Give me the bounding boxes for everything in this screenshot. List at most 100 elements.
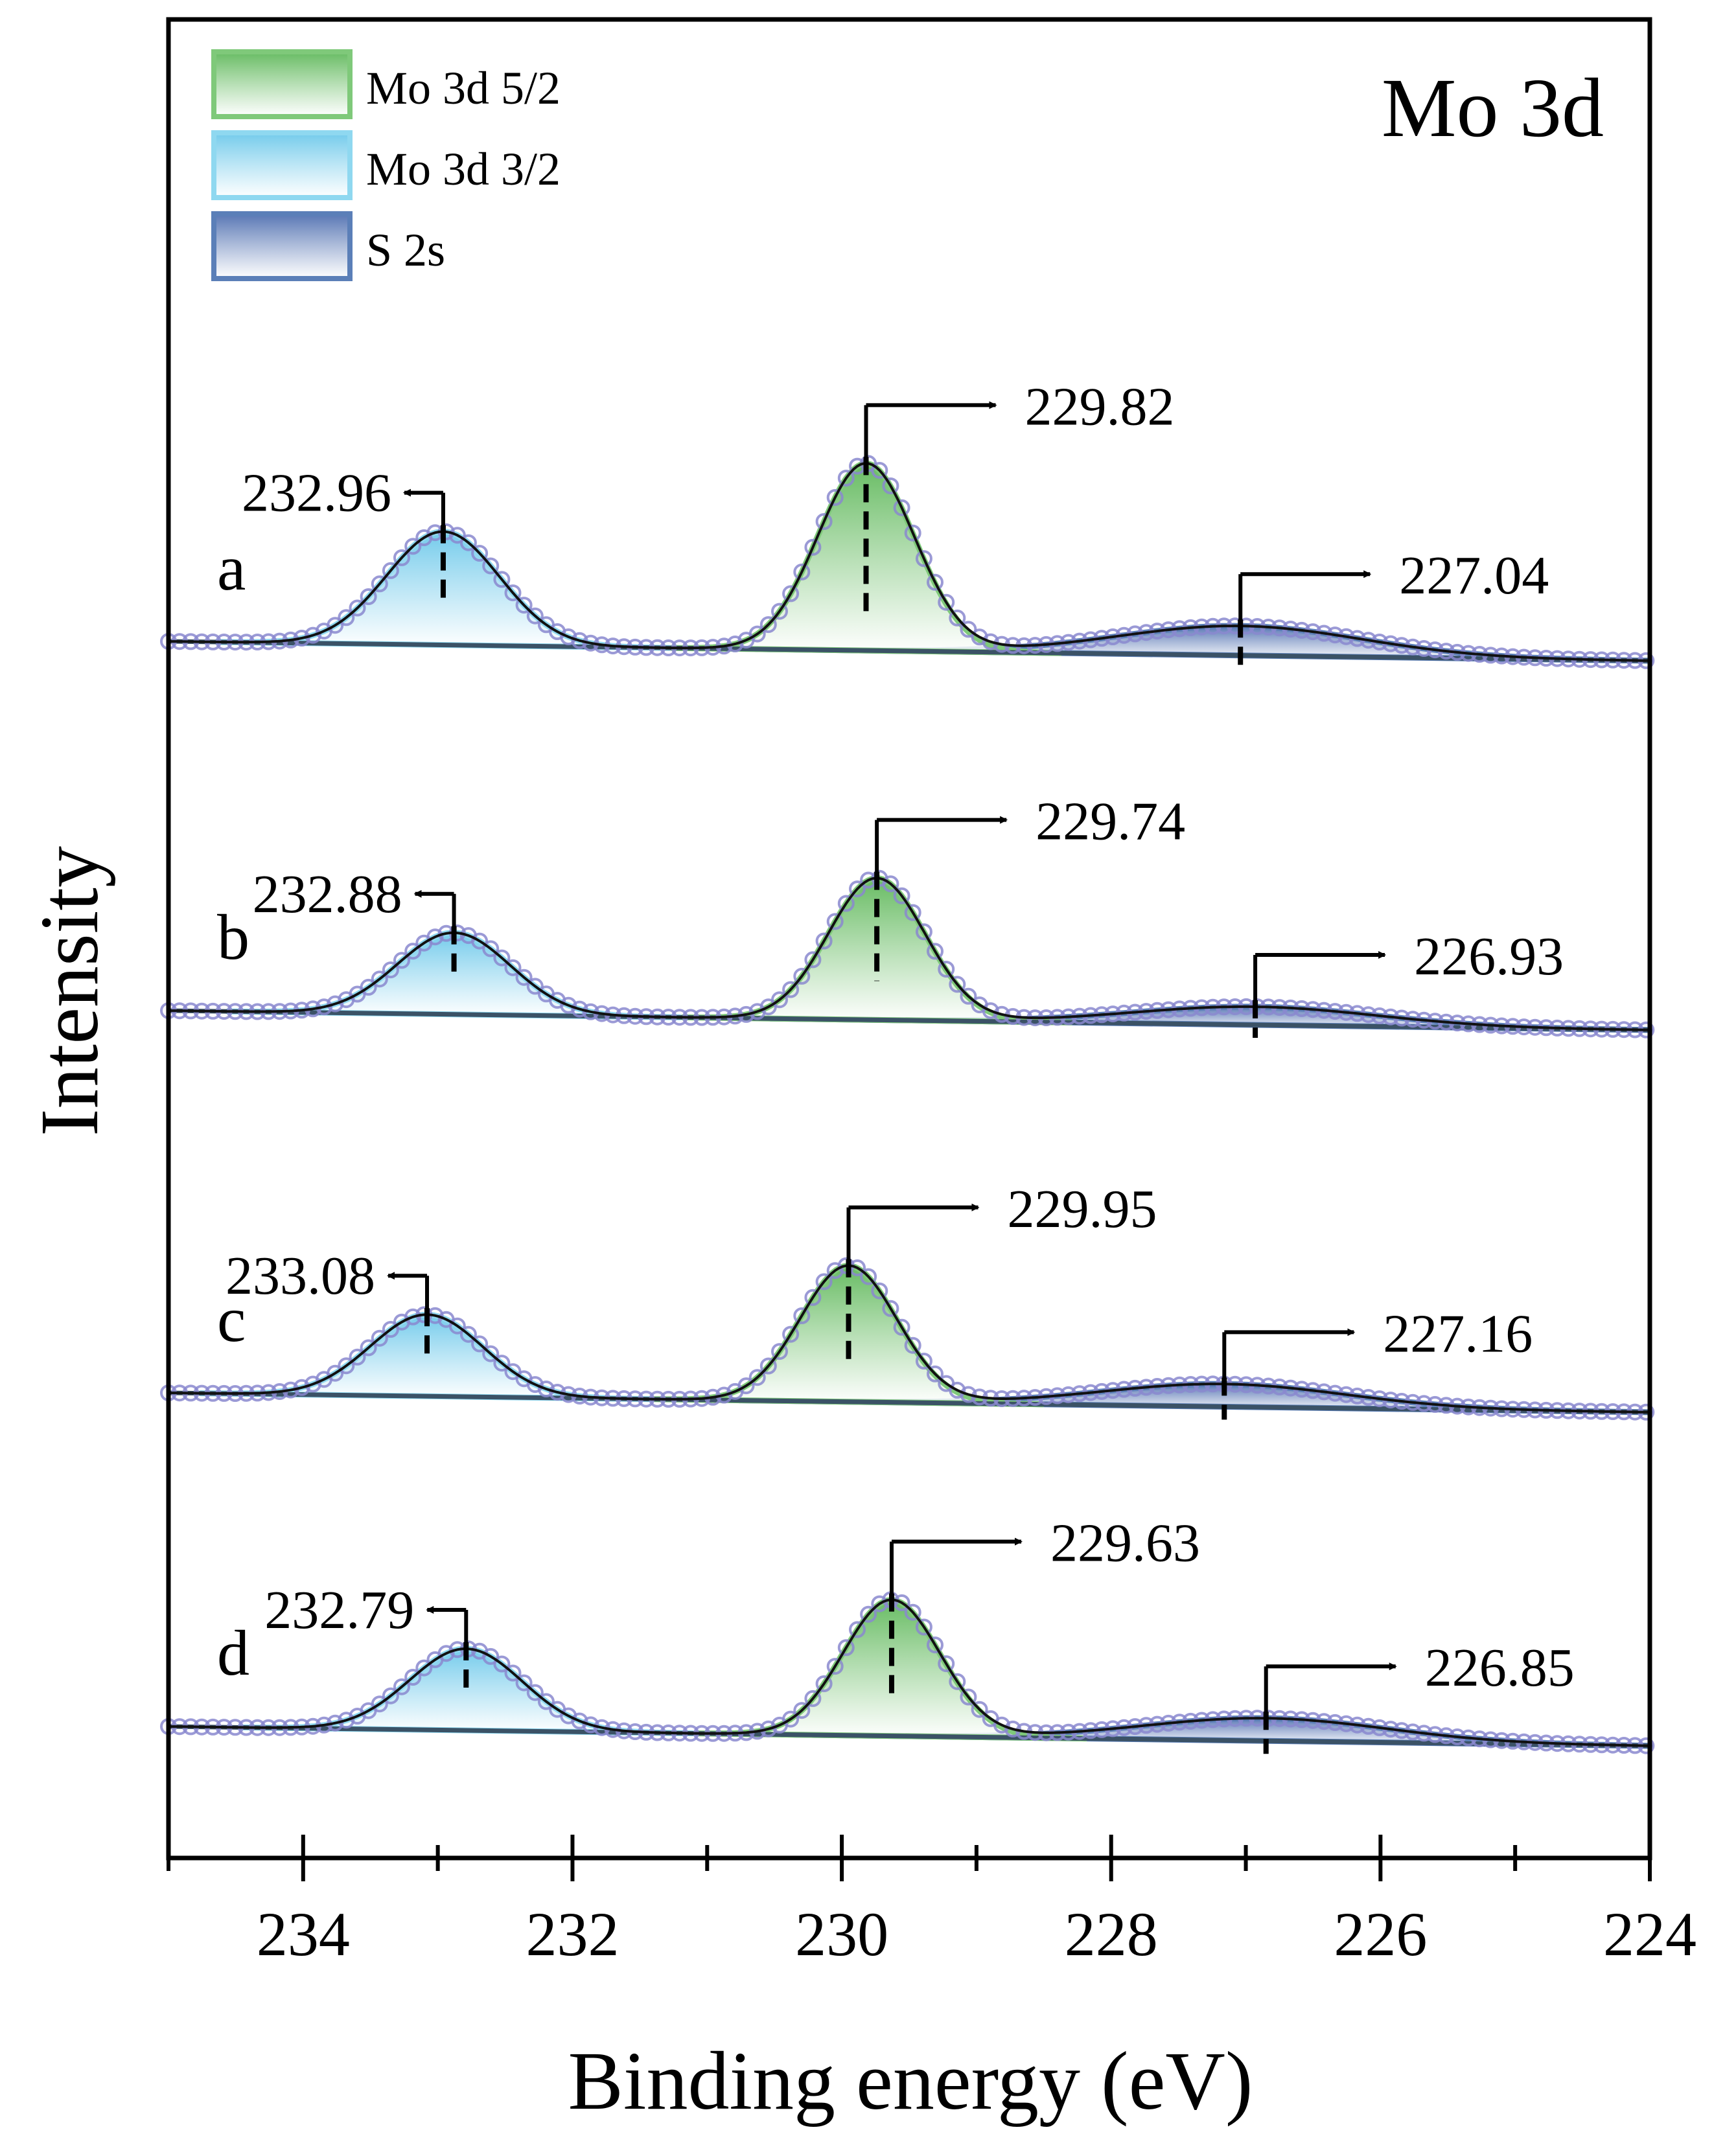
peak-label-mo32-a: 232.96: [242, 463, 391, 523]
data-point: [982, 633, 999, 650]
data-point: [793, 1702, 811, 1719]
data-point: [327, 995, 344, 1013]
data-point: [448, 1317, 466, 1335]
data-point: [893, 1594, 910, 1611]
data-point: [893, 499, 910, 516]
data-point: [915, 923, 932, 941]
data-point: [459, 1325, 477, 1343]
data-point: [938, 593, 955, 611]
peak-label-mo52-b: 229.74: [1036, 792, 1185, 852]
data-point: [549, 1384, 566, 1401]
data-point: [737, 1377, 755, 1395]
peak-label-mo32-b: 232.88: [253, 864, 402, 924]
peak-label-mo52-a: 229.82: [1025, 376, 1174, 437]
data-point: [871, 462, 888, 479]
data-point: [327, 1364, 344, 1382]
data-point: [349, 599, 366, 617]
data-point: [904, 1336, 921, 1354]
data-point: [482, 1647, 500, 1665]
data-point: [927, 1636, 944, 1654]
data-point: [371, 970, 388, 988]
data-point: [437, 1645, 455, 1662]
data-point: [404, 538, 422, 555]
data-point: [560, 996, 577, 1014]
data-point: [404, 943, 422, 960]
data-point: [771, 991, 788, 1009]
data-point: [804, 538, 822, 556]
data-point: [804, 951, 822, 969]
data-point: [782, 585, 800, 602]
peak-label-mo52-d: 229.63: [1050, 1513, 1200, 1574]
data-point: [849, 880, 866, 898]
x-axis: 234 232 230 228 226 224: [167, 1835, 1696, 1969]
data-point: [893, 887, 910, 904]
peak-label-mo32-d: 232.79: [264, 1580, 414, 1640]
data-point: [882, 477, 899, 494]
data-point: [793, 563, 811, 580]
data-point: [782, 981, 800, 998]
legend-swatch-s2s: [211, 211, 353, 281]
peak-label-s2s-d: 226.85: [1425, 1638, 1575, 1698]
data-point: [482, 1345, 500, 1362]
data-point: [471, 545, 489, 562]
data-point: [360, 1339, 377, 1357]
data-point: [815, 1273, 833, 1290]
data-point: [759, 1720, 777, 1737]
peak-label-s2s-a: 227.04: [1399, 545, 1549, 606]
data-point: [837, 1639, 855, 1657]
data-point: [338, 609, 355, 626]
data-point: [837, 470, 855, 487]
data-point: [560, 628, 577, 645]
data-point: [304, 626, 321, 644]
sample-label-b: b: [217, 901, 249, 973]
baseline-d: [168, 1724, 1650, 1749]
data-point: [960, 987, 977, 1005]
data-point: [482, 940, 500, 958]
plot-frame: [166, 17, 1652, 1861]
data-point: [471, 932, 489, 950]
data-point: [493, 949, 511, 967]
data-point: [927, 943, 944, 960]
data-point: [426, 928, 444, 946]
envelope-a: [168, 462, 1650, 662]
data-point: [759, 1357, 777, 1375]
envelope-d: [168, 1598, 1650, 1747]
data-point: [404, 1308, 422, 1325]
x-tick-label: 234: [257, 1899, 350, 1969]
legend: Mo 3d 5/2 Mo 3d 3/2 S 2s: [211, 49, 561, 281]
data-point: [504, 1664, 522, 1682]
data-point: [960, 621, 977, 638]
data-point: [949, 1381, 966, 1399]
data-point: [982, 1002, 999, 1020]
data-point: [316, 998, 332, 1016]
data-point: [882, 1300, 899, 1317]
data-point: [826, 488, 844, 506]
data-point: [526, 978, 544, 995]
legend-label-s2s: S 2s: [366, 224, 445, 276]
data-point: [493, 1655, 511, 1673]
envelope-c: [168, 1264, 1650, 1414]
data-point: [371, 575, 388, 593]
data-point: [804, 1289, 822, 1306]
data-point: [949, 976, 966, 993]
legend-label-mo52: Mo 3d 5/2: [366, 62, 561, 114]
data-point: [515, 969, 533, 986]
x-tick-label: 224: [1603, 1899, 1696, 1969]
y-axis-label: Intensity: [23, 846, 115, 1136]
data-point: [804, 1690, 822, 1707]
baseline-a: [168, 639, 1650, 663]
data-point: [382, 961, 399, 979]
data-point: [448, 527, 466, 544]
data-point: [515, 1674, 533, 1692]
data-point: [927, 1365, 944, 1382]
data-point: [993, 1716, 1010, 1734]
data-point: [471, 1335, 489, 1353]
data-point: [915, 1353, 932, 1370]
spectrum-a: a 232.96 227.04 229.82: [160, 376, 1655, 669]
data-point: [371, 1695, 388, 1713]
data-point: [826, 1658, 844, 1675]
sample-label-a: a: [217, 532, 246, 604]
sample-label-c: c: [217, 1283, 246, 1355]
data-point: [393, 1678, 410, 1695]
